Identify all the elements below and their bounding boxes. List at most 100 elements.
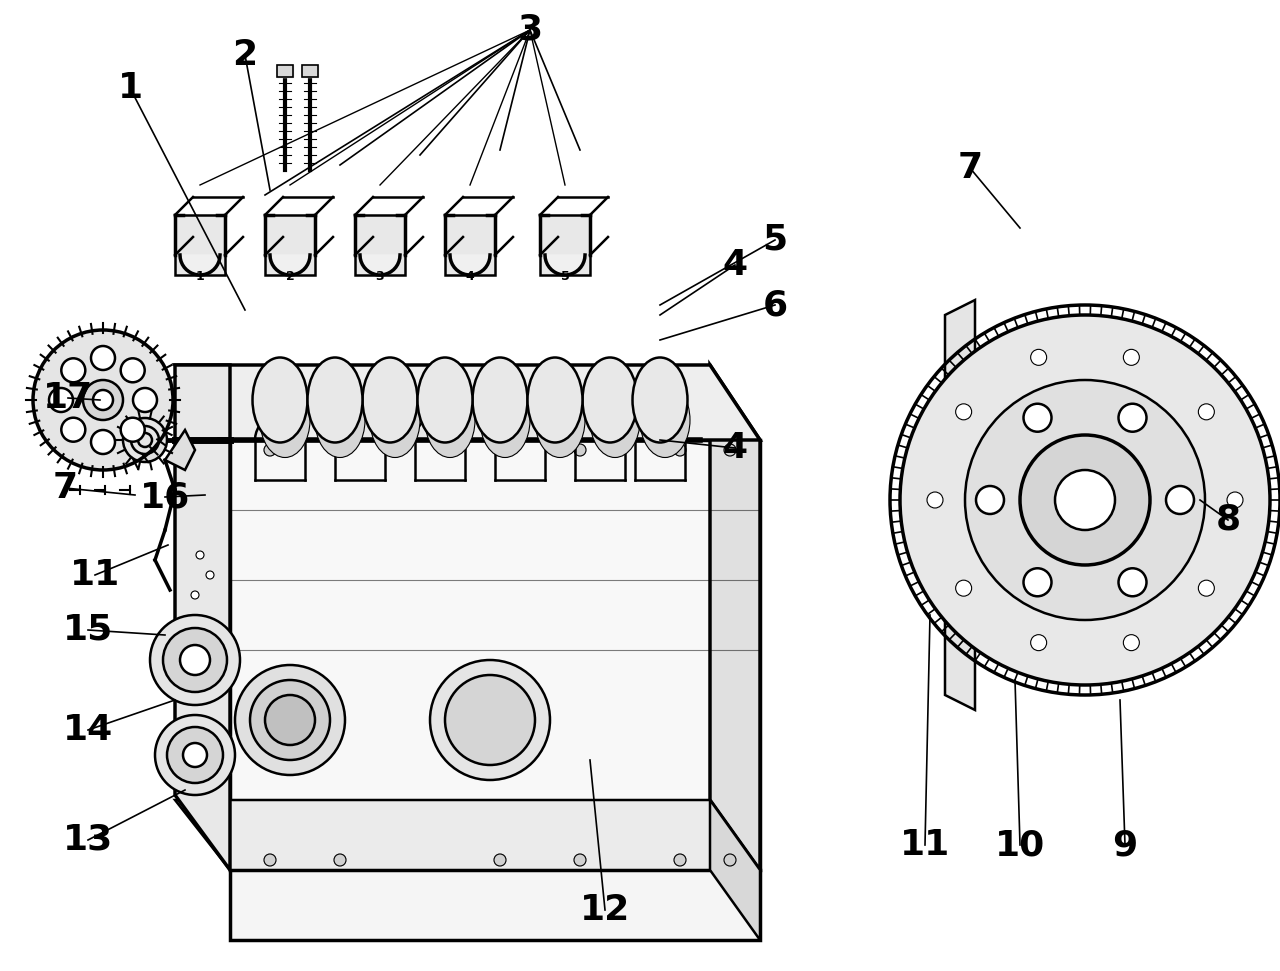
Polygon shape xyxy=(710,800,760,940)
Circle shape xyxy=(196,551,204,559)
Circle shape xyxy=(33,330,173,470)
Circle shape xyxy=(430,660,550,780)
Text: 4: 4 xyxy=(466,270,475,283)
Circle shape xyxy=(49,388,73,412)
Circle shape xyxy=(1030,350,1047,365)
Polygon shape xyxy=(175,800,760,870)
Circle shape xyxy=(573,854,586,866)
Ellipse shape xyxy=(307,357,362,443)
Ellipse shape xyxy=(582,357,637,443)
Polygon shape xyxy=(451,255,490,275)
Text: 12: 12 xyxy=(580,893,630,927)
Ellipse shape xyxy=(472,357,527,443)
Circle shape xyxy=(675,854,686,866)
Ellipse shape xyxy=(535,383,585,457)
Circle shape xyxy=(334,444,346,456)
Polygon shape xyxy=(175,365,760,440)
Circle shape xyxy=(183,743,207,767)
Polygon shape xyxy=(165,430,195,470)
Circle shape xyxy=(180,645,210,675)
Text: 17: 17 xyxy=(42,381,93,415)
Text: 7: 7 xyxy=(957,151,983,185)
Circle shape xyxy=(675,444,686,456)
Circle shape xyxy=(1055,470,1115,530)
Circle shape xyxy=(1198,580,1215,596)
Circle shape xyxy=(1124,350,1139,365)
Circle shape xyxy=(1124,635,1139,651)
Circle shape xyxy=(1166,486,1194,514)
Circle shape xyxy=(123,418,166,462)
Circle shape xyxy=(250,680,330,760)
Circle shape xyxy=(150,615,241,705)
Circle shape xyxy=(927,492,943,508)
Circle shape xyxy=(1024,404,1051,432)
Bar xyxy=(302,65,317,77)
Text: 14: 14 xyxy=(63,713,113,747)
Text: 1: 1 xyxy=(118,71,142,105)
Text: 6: 6 xyxy=(763,288,787,322)
Circle shape xyxy=(1024,568,1051,596)
Circle shape xyxy=(900,315,1270,685)
Text: 7: 7 xyxy=(52,471,78,505)
Circle shape xyxy=(1030,635,1047,651)
Text: 2: 2 xyxy=(233,38,257,72)
Circle shape xyxy=(206,571,214,579)
Polygon shape xyxy=(175,365,230,870)
Circle shape xyxy=(91,430,115,454)
Polygon shape xyxy=(710,365,760,870)
Circle shape xyxy=(138,433,152,447)
Text: 11: 11 xyxy=(900,828,950,862)
Text: 16: 16 xyxy=(140,480,191,514)
Polygon shape xyxy=(255,415,305,440)
Circle shape xyxy=(494,444,506,456)
Polygon shape xyxy=(230,870,760,940)
Polygon shape xyxy=(945,300,975,710)
Polygon shape xyxy=(270,255,310,275)
Text: 5: 5 xyxy=(763,223,787,257)
Ellipse shape xyxy=(260,383,310,457)
Circle shape xyxy=(83,380,123,420)
Text: 15: 15 xyxy=(63,613,113,647)
Text: 4: 4 xyxy=(722,431,748,465)
Circle shape xyxy=(91,346,115,370)
Circle shape xyxy=(236,665,346,775)
Polygon shape xyxy=(230,440,760,870)
Ellipse shape xyxy=(425,383,475,457)
Bar xyxy=(276,65,293,77)
Polygon shape xyxy=(355,215,404,275)
Circle shape xyxy=(1228,492,1243,508)
Circle shape xyxy=(155,715,236,795)
Circle shape xyxy=(61,418,86,442)
Polygon shape xyxy=(415,415,465,440)
Circle shape xyxy=(1119,404,1147,432)
Circle shape xyxy=(494,854,506,866)
Polygon shape xyxy=(360,255,399,275)
Circle shape xyxy=(120,358,145,383)
Polygon shape xyxy=(545,255,585,275)
Polygon shape xyxy=(335,415,385,440)
Polygon shape xyxy=(175,215,225,275)
Circle shape xyxy=(1020,435,1149,565)
Circle shape xyxy=(265,695,315,745)
Circle shape xyxy=(264,444,276,456)
Polygon shape xyxy=(495,415,545,440)
Circle shape xyxy=(166,727,223,783)
Circle shape xyxy=(131,426,159,454)
Ellipse shape xyxy=(480,383,530,457)
Ellipse shape xyxy=(590,383,640,457)
Text: 5: 5 xyxy=(561,270,570,283)
Ellipse shape xyxy=(417,357,472,443)
Text: 3: 3 xyxy=(376,270,384,283)
Ellipse shape xyxy=(640,383,690,457)
Ellipse shape xyxy=(362,357,417,443)
Circle shape xyxy=(965,380,1204,620)
Text: 2: 2 xyxy=(285,270,294,283)
Circle shape xyxy=(133,388,157,412)
Text: 9: 9 xyxy=(1112,828,1138,862)
Circle shape xyxy=(573,444,586,456)
Ellipse shape xyxy=(370,383,420,457)
Polygon shape xyxy=(540,215,590,275)
Text: 1: 1 xyxy=(196,270,205,283)
Ellipse shape xyxy=(632,357,687,443)
Polygon shape xyxy=(180,255,220,275)
